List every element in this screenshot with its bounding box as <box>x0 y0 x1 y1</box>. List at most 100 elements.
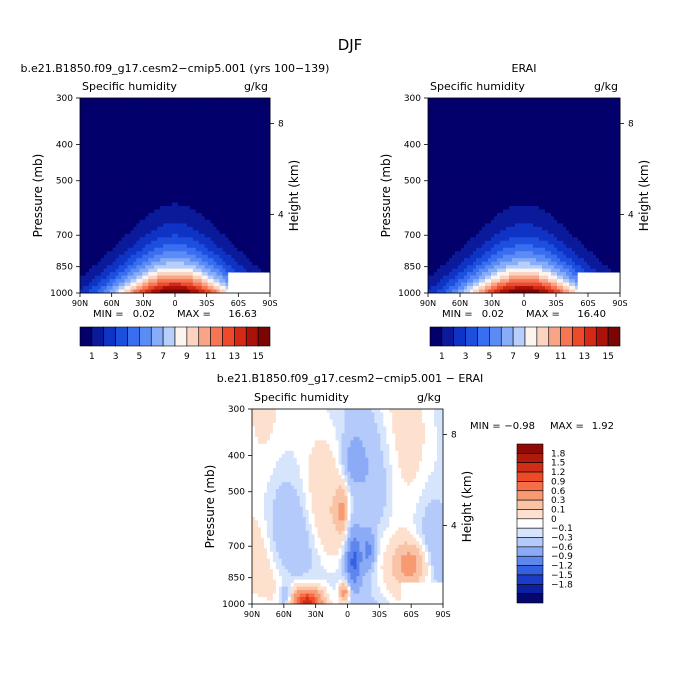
heatmap-cell <box>431 115 435 120</box>
heatmap-cell <box>458 111 462 116</box>
heatmap-cell <box>207 282 212 287</box>
heatmap-cell <box>130 254 134 259</box>
heatmap-cell <box>109 261 114 266</box>
heatmap-cell <box>106 167 111 172</box>
heatmap-cell <box>446 188 450 193</box>
heatmap-cell <box>127 226 131 231</box>
heatmap-cell <box>189 104 194 109</box>
heatmap-cell <box>497 192 501 196</box>
heatmap-cell <box>201 111 206 116</box>
heatmap-cell <box>91 202 96 207</box>
heatmap-cell <box>124 202 128 207</box>
heatmap-cell <box>148 181 152 186</box>
heatmap-cell <box>183 254 188 259</box>
heatmap-cell <box>85 286 90 290</box>
heatmap-cell <box>154 181 158 186</box>
heatmap-cell <box>204 279 209 283</box>
heatmap-cell <box>246 111 250 116</box>
heatmap-cell <box>198 153 203 158</box>
heatmap-cell <box>151 125 155 130</box>
heatmap-cell <box>91 174 96 179</box>
heatmap-cell <box>169 192 173 196</box>
heatmap-cell <box>482 160 486 165</box>
heatmap-cell <box>157 279 161 283</box>
heatmap-cell <box>443 150 447 155</box>
heatmap-cell <box>249 192 253 196</box>
heatmap-cell <box>160 157 164 162</box>
heatmap-cell <box>482 254 486 259</box>
heatmap-cell <box>225 209 229 214</box>
heatmap-cell <box>201 254 206 259</box>
heatmap-cell <box>452 174 456 179</box>
heatmap-cell <box>207 240 212 245</box>
heatmap-cell <box>201 98 206 102</box>
heatmap-cell <box>118 122 122 127</box>
heatmap-cell <box>470 261 474 266</box>
heatmap-cell <box>237 164 241 169</box>
heatmap-cell <box>142 136 146 141</box>
heatmap-cell <box>97 272 102 276</box>
heatmap-cell <box>142 272 146 276</box>
heatmap-cell <box>133 247 137 252</box>
heatmap-cell <box>452 282 456 287</box>
heatmap-cell <box>85 219 90 224</box>
heatmap-cell <box>491 150 495 155</box>
heatmap-cell <box>252 160 256 165</box>
heatmap-cell <box>246 195 250 200</box>
heatmap-cell <box>163 160 167 165</box>
heatmap-cell <box>228 219 232 224</box>
heatmap-cell <box>216 209 220 214</box>
heatmap-cell <box>434 226 438 231</box>
heatmap-cell <box>157 143 161 148</box>
heatmap-cell <box>198 209 203 214</box>
heatmap-cell <box>213 275 217 280</box>
heatmap-cell <box>189 261 194 266</box>
heatmap-cell <box>210 98 214 102</box>
heatmap-cell <box>180 153 185 158</box>
heatmap-cell <box>234 237 238 242</box>
heatmap-cell <box>94 129 99 134</box>
heatmap-cell <box>476 233 480 238</box>
heatmap-cell <box>458 254 462 259</box>
heatmap-cell <box>198 188 203 193</box>
heatmap-cell <box>198 111 203 116</box>
heatmap-cell <box>106 164 111 169</box>
heatmap-cell <box>473 258 477 263</box>
heatmap-cell <box>479 202 483 207</box>
heatmap-cell <box>431 108 435 113</box>
heatmap-cell <box>177 146 182 151</box>
heatmap-cell <box>151 146 155 151</box>
heatmap-cell <box>172 136 176 141</box>
heatmap-cell <box>180 268 185 273</box>
heatmap-cell <box>488 139 492 144</box>
heatmap-cell <box>163 153 167 158</box>
heatmap-cell <box>482 122 486 127</box>
heatmap-cell <box>482 132 486 137</box>
heatmap-cell <box>464 272 468 276</box>
heatmap-cell <box>85 143 90 148</box>
heatmap-cell <box>139 216 143 221</box>
heatmap-cell <box>172 150 176 155</box>
heatmap-cell <box>491 174 495 179</box>
heatmap-cell <box>264 254 268 259</box>
heatmap-cell <box>479 272 483 276</box>
heatmap-cell <box>485 167 489 172</box>
heatmap-cell <box>231 171 235 176</box>
heatmap-cell <box>231 205 235 210</box>
heatmap-cell <box>479 226 483 231</box>
heatmap-cell <box>177 258 182 263</box>
heatmap-cell <box>195 286 200 290</box>
heatmap-cell <box>148 115 152 120</box>
heatmap-cell <box>175 233 179 238</box>
heatmap-cell <box>80 150 84 155</box>
heatmap-cell <box>494 205 498 210</box>
heatmap-cell <box>485 219 489 224</box>
heatmap-cell <box>485 164 489 169</box>
heatmap-cell <box>112 202 117 207</box>
heatmap-cell <box>169 198 173 203</box>
heatmap-cell <box>130 164 134 169</box>
heatmap-cell <box>88 111 93 116</box>
heatmap-cell <box>497 216 501 221</box>
heatmap-cell <box>183 212 188 217</box>
heatmap-cell <box>482 98 486 102</box>
